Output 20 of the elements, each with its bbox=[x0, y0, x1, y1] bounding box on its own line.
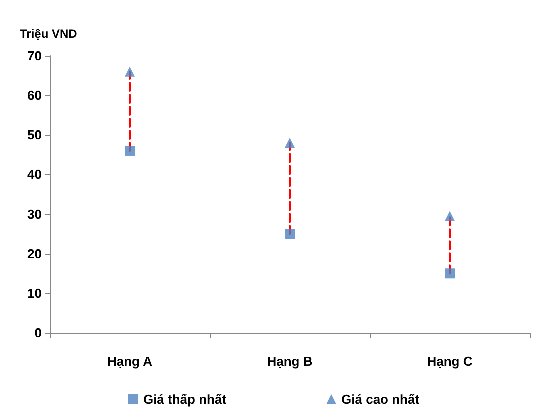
legend-label: Giá cao nhất bbox=[342, 392, 420, 407]
point bbox=[125, 146, 135, 156]
x-tick-label: Hạng A bbox=[107, 354, 154, 369]
point bbox=[285, 138, 295, 148]
point bbox=[285, 229, 295, 240]
point bbox=[445, 211, 455, 222]
x-tick-label: Hạng B bbox=[267, 354, 313, 369]
y-tick-label: 20 bbox=[28, 246, 42, 262]
x-tick-label: Hạng C bbox=[427, 354, 474, 369]
y-tick-label: 10 bbox=[28, 286, 42, 301]
y-tick-label: 70 bbox=[28, 48, 42, 64]
point bbox=[125, 66, 135, 77]
point bbox=[445, 268, 455, 279]
y-tick-label: 50 bbox=[28, 128, 42, 143]
y-tick-label: 0 bbox=[34, 326, 42, 340]
y-tick-label: 40 bbox=[28, 167, 42, 182]
y-tick-label: 30 bbox=[28, 206, 42, 222]
legend-label: Giá thấp nhất bbox=[143, 392, 228, 407]
y-axis-title: Triệu VND bbox=[20, 27, 78, 41]
y-tick-label: 60 bbox=[28, 88, 42, 104]
